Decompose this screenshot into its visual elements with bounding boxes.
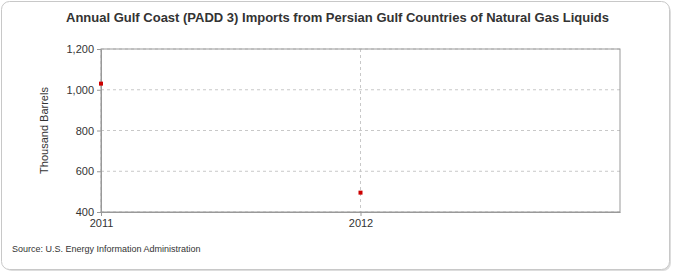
tick-label: 1,200 — [66, 43, 94, 55]
grid-line — [101, 130, 620, 131]
tick-label: 2011 — [90, 217, 114, 229]
tick: 2011 — [90, 212, 114, 229]
tick-mark — [361, 212, 362, 216]
tick: 800 — [76, 125, 101, 137]
x-axis: 2011 2012 — [90, 212, 621, 229]
plot: 4006008001,0001,20020112012 — [66, 43, 620, 229]
plot-background — [101, 49, 620, 212]
tick-mark — [101, 212, 102, 216]
title: Annual Gulf Coast (PADD 3) Imports from … — [66, 10, 609, 25]
frame — [2, 2, 670, 270]
grid-line — [101, 89, 620, 90]
tick: 600 — [76, 165, 101, 177]
source: Source: U.S. Energy Information Administ… — [12, 244, 201, 254]
tick: 1,200 — [66, 43, 101, 55]
points — [99, 82, 363, 195]
grid-line — [360, 49, 361, 212]
tick-mark — [97, 90, 101, 91]
tick: 1,000 — [66, 84, 101, 96]
tick-label: 2012 — [349, 217, 373, 229]
point — [359, 191, 363, 195]
tick-label: 1,000 — [66, 84, 94, 96]
tick-label: 600 — [76, 165, 94, 177]
y-axis: 4006008001,0001,200 — [66, 43, 101, 218]
axis-line — [101, 50, 102, 213]
y-axis-title: Thousand Barrels — [38, 87, 50, 174]
tick-mark — [97, 131, 101, 132]
tick: 2012 — [349, 212, 373, 229]
tick-mark — [97, 171, 101, 172]
plot-border — [101, 49, 620, 212]
tick-mark — [97, 212, 101, 213]
grid — [101, 49, 620, 212]
tick-mark — [97, 49, 101, 50]
chart: 4006008001,0001,20020112012Annual Gulf C… — [0, 0, 675, 275]
point — [99, 82, 103, 86]
tick-label: 800 — [76, 125, 94, 137]
